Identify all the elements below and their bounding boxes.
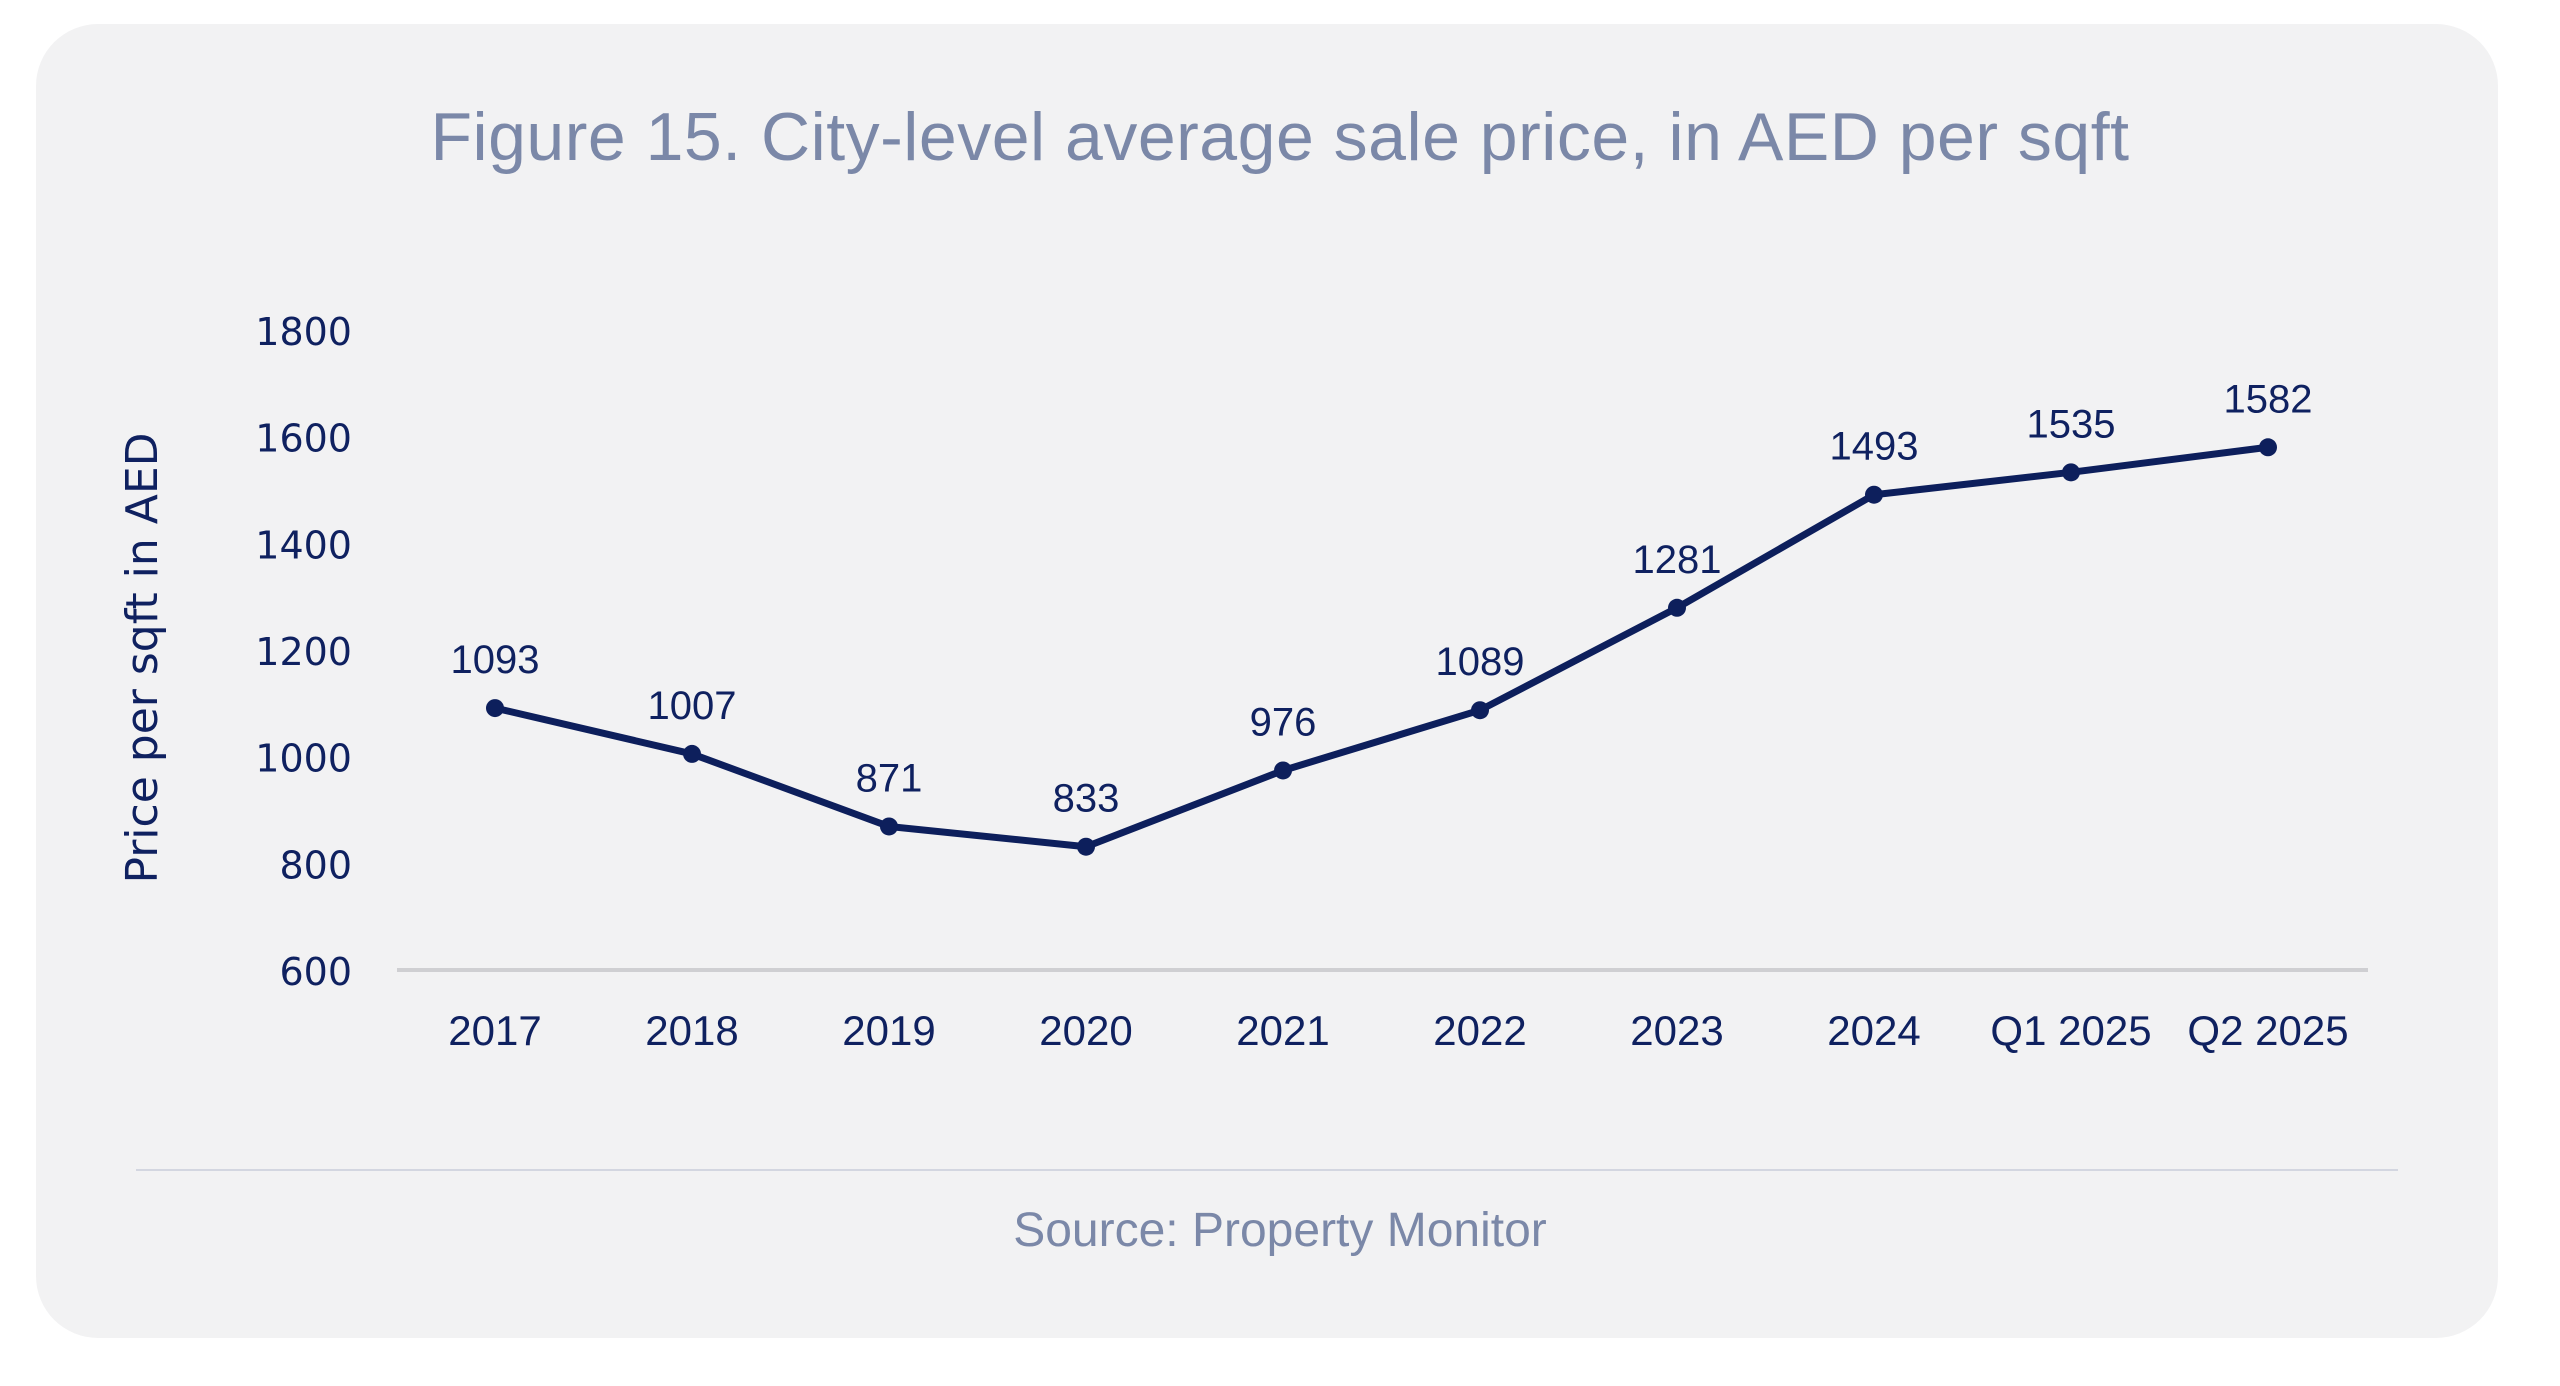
data-points [486, 438, 2277, 856]
data-point [683, 744, 701, 763]
data-label: 1535 [2027, 402, 2116, 446]
data-label: 1582 [2224, 377, 2313, 421]
data-point [2062, 463, 2080, 482]
source-note: Source: Property Monitor [1013, 1204, 1547, 1257]
x-tick-label: 2018 [645, 1007, 738, 1054]
data-point [1865, 485, 1883, 504]
chart-title: Figure 15. City-level average sale price… [430, 99, 2130, 175]
x-tick-label: 2020 [1039, 1007, 1132, 1054]
y-tick-label: 1200 [255, 630, 352, 674]
y-tick-label: 1000 [255, 737, 352, 781]
series-line [491, 443, 2272, 851]
data-point [2259, 438, 2277, 457]
data-label: 1007 [648, 684, 737, 728]
y-axis-ticks: 600 800 1000 1200 1400 1600 1800 [255, 310, 352, 994]
data-label: 833 [1053, 777, 1120, 821]
footer-divider [136, 1169, 2398, 1171]
y-tick-label: 1400 [255, 523, 352, 567]
x-tick-label: Q1 2025 [1990, 1007, 2151, 1054]
data-labels: 1093 1007 871 833 976 1089 1281 1493 1535 1582 [451, 377, 2313, 820]
data-label: 1093 [451, 638, 540, 682]
data-label: 1493 [1830, 425, 1919, 469]
data-point [880, 817, 898, 836]
data-point [1668, 598, 1686, 617]
y-tick-label: 1600 [255, 417, 352, 461]
figure-card [36, 24, 2498, 1338]
y-tick-label: 1800 [255, 310, 352, 354]
x-tick-label: Q2 2025 [2187, 1007, 2348, 1054]
x-tick-label: 2024 [1827, 1007, 1920, 1054]
data-point [1274, 761, 1292, 780]
x-tick-label: 2023 [1630, 1007, 1723, 1054]
data-point [486, 699, 504, 718]
data-point [1077, 837, 1095, 856]
y-tick-label: 600 [279, 950, 352, 994]
x-tick-label: 2019 [842, 1007, 935, 1054]
y-axis-title: Price per sqft in AED [117, 432, 168, 883]
x-tick-label: 2022 [1433, 1007, 1526, 1054]
data-label: 976 [1250, 700, 1317, 744]
x-tick-label: 2017 [448, 1007, 541, 1054]
x-tick-label: 2021 [1236, 1007, 1329, 1054]
x-axis-ticks: 2017 2018 2019 2020 2021 2022 2023 2024 Q1 2025 Q… [448, 1007, 2348, 1054]
data-label: 1089 [1436, 640, 1525, 684]
data-label: 1281 [1633, 538, 1722, 582]
data-label: 871 [856, 756, 923, 800]
y-tick-label: 800 [279, 843, 352, 887]
data-point [1471, 701, 1489, 720]
